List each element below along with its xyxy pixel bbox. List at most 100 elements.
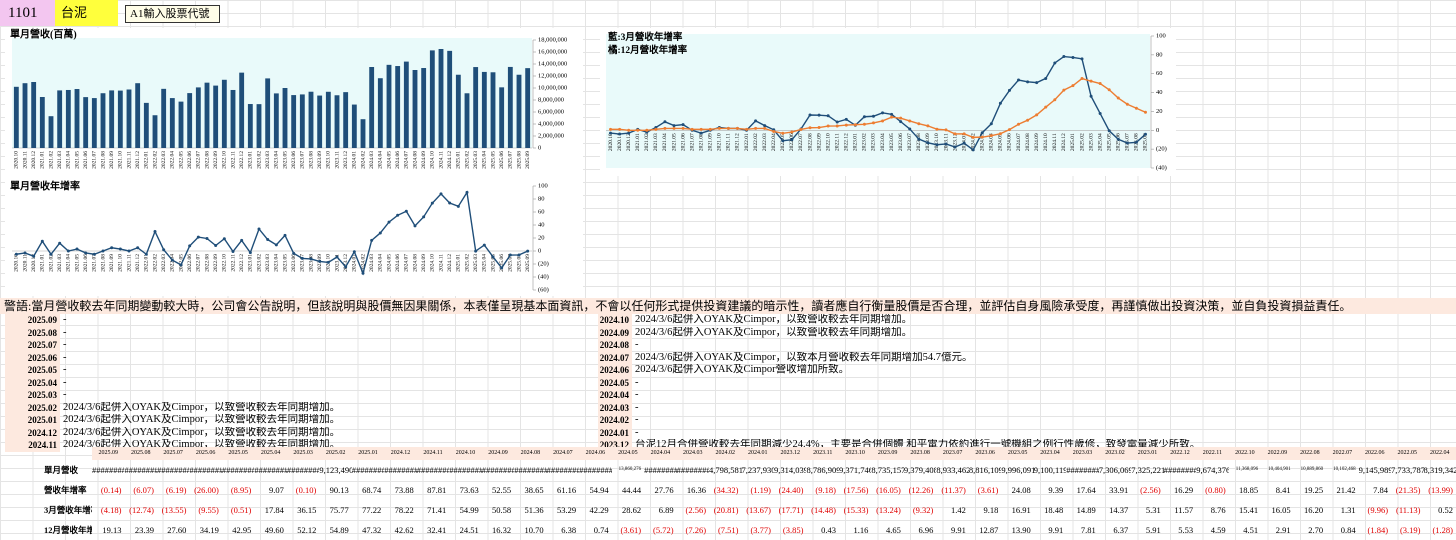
point [352,250,356,254]
x-tick-label: 2022.04 [170,151,176,169]
point [1071,55,1075,59]
column-header: 2025.03 [286,447,320,460]
table-cell: (13.24) [876,505,901,515]
table-cell: 14.89 [1076,505,1096,515]
point [153,230,157,233]
point [1134,106,1138,110]
x-tick-label: 2025.04 [482,151,488,169]
table-cell: 0.52 [1438,505,1453,515]
x-tick-label: 2022.02 [753,133,759,151]
table-cell: 9.39 [1048,485,1064,495]
point [1125,141,1129,145]
line-series [16,190,528,276]
table-cell: 9,123,490 [319,465,352,475]
x-tick-label: 2024.02 [970,133,976,151]
table-cell: 0.84 [1340,525,1356,535]
x-tick-label: 2023.04 [274,151,280,169]
x-tick-label: 2021.01 [635,133,641,151]
table-cell: 18.85 [1239,485,1259,495]
x-tick-label: 2022.07 [196,254,202,272]
x-tick-label: 2023.02 [256,254,262,272]
column-header: 2023.05 [1001,447,1034,460]
point [482,243,486,247]
point [66,249,70,253]
point [318,259,322,263]
y-tick-label: (40) [1156,164,1167,171]
point [1080,77,1084,81]
x-tick-label: 2022.12 [844,133,850,151]
table-cell: 42.62 [394,525,414,535]
bar [308,91,314,148]
x-tick-label: 2021.02 [48,254,54,272]
table-cell: (5.72) [653,525,674,535]
table-cell: (24.40) [778,485,804,495]
table-cell: 75.77 [329,505,349,515]
table-cell: 0.74 [593,525,609,535]
x-tick-label: 2021.04 [662,133,668,151]
x-tick-label: 2021.07 [92,151,98,169]
x-tick-label: 2025.03 [473,151,479,169]
column-header: 2023.06 [968,447,1002,460]
bar [317,95,323,148]
plot-area [12,38,532,148]
bar [83,97,89,148]
x-tick-label: 2024.08 [1025,133,1031,151]
point [844,123,848,127]
table-cell: 8,735,157 [871,465,904,475]
x-tick-label: 2025.05 [490,254,496,272]
x-tick-label: 2020.10 [608,133,614,151]
table-cell: (7.51) [717,525,739,535]
table-cell: 19.13 [102,525,122,535]
bar [126,89,132,148]
point [1044,76,1048,80]
table-cell: 11.57 [1174,505,1194,515]
column-header: 2025.04 [254,447,287,460]
x-tick-label: 2023.12 [343,254,349,272]
note-text: 2024/3/6起併入OYAK及Cimpor，以致營收較去年同期增加。 [63,401,341,413]
table-cell: 19.25 [1303,485,1324,495]
table-cell: (9.96) [1367,505,1389,515]
table-cell: (2.56) [1140,485,1161,495]
note-text: 2024/3/6起併入OYAK及Cimpor營收增加所致。 [635,364,850,375]
stock-name-cell[interactable]: 台泥 [55,0,118,26]
row-label: 3月營收年增率 [44,505,92,515]
table-cell: (6.19) [165,485,187,495]
point [456,204,460,208]
point [1107,88,1111,92]
bar [386,64,392,148]
x-tick-label: 2025.01 [456,254,462,272]
point [127,249,131,253]
x-tick-label: 2021.06 [83,254,89,272]
x-tick-label: 2023.11 [334,254,340,272]
x-tick-label: 2020.10 [14,254,20,272]
table-cell: (26.00) [194,485,219,495]
column-header: 2023.11 [806,447,839,460]
x-tick-label: 2024.12 [1061,133,1067,151]
bar [152,115,158,148]
point [998,101,1002,105]
note-month: 2024.05 [598,376,632,389]
column-header: 2023.12 [774,447,807,460]
x-tick-label: 2025.05 [1106,133,1112,151]
point [422,215,426,219]
column-header: 2022.07 [1326,447,1359,460]
bar [421,68,427,148]
note-month: 2025.02 [5,401,60,414]
table-cell: 52.12 [297,525,317,535]
point [300,256,304,260]
point [14,252,18,256]
column-header: 2023.07 [936,447,969,460]
stock-code-cell[interactable]: 1101 [0,0,55,26]
bar [13,86,19,148]
x-tick-label: 2021.12 [135,151,141,169]
table-cell: 49.60 [264,525,284,535]
table-cell: 24.08 [1011,485,1031,495]
x-tick-label: 2021.06 [680,133,686,151]
column-header: 2025.09 [92,447,125,460]
point [84,251,88,255]
table-cell: 10,404,901 [1268,467,1291,472]
x-tick-label: 2021.02 [644,133,650,151]
x-tick-label: 2025.07 [508,151,514,169]
point [1035,81,1039,85]
point [917,137,921,141]
